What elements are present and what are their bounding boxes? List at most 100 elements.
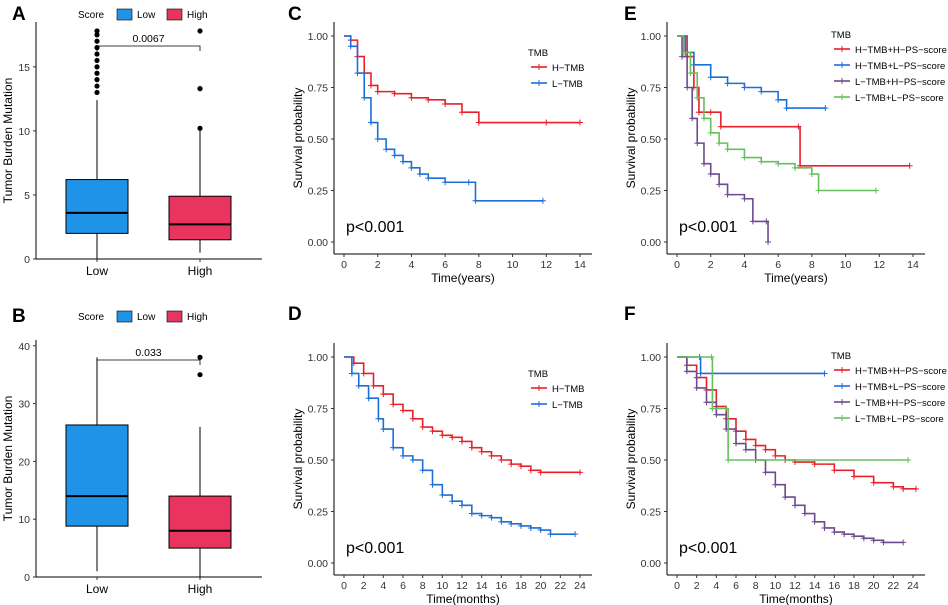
censor-mark xyxy=(749,218,756,225)
censor-mark xyxy=(716,181,723,188)
y-tick-label: 0.00 xyxy=(308,558,329,570)
censor-mark xyxy=(700,160,707,167)
y-tick-label: 1.00 xyxy=(641,352,662,364)
censor-mark xyxy=(741,195,748,202)
censor-mark xyxy=(717,123,724,130)
outlier-point xyxy=(94,64,100,70)
censor-mark xyxy=(408,94,415,101)
y-tick-label: 1.00 xyxy=(308,31,329,43)
censor-mark xyxy=(508,461,515,468)
x-tick-label: 16 xyxy=(828,580,840,592)
x-tick-label: 4 xyxy=(713,580,719,592)
censor-mark xyxy=(900,539,907,546)
censor-mark xyxy=(375,415,382,422)
y-axis-title: Survival probability xyxy=(624,88,638,189)
panel-label: D xyxy=(288,304,302,325)
series-green xyxy=(677,354,912,463)
legend-label: L−TMB+H−PS−score xyxy=(855,77,945,88)
y-tick-label: 40 xyxy=(18,341,30,353)
box-low xyxy=(65,357,129,572)
censor-mark xyxy=(400,452,406,459)
x-tick-label: 2 xyxy=(708,259,714,271)
x-tick-label: 16 xyxy=(495,580,507,592)
censor-mark xyxy=(449,434,456,441)
y-axis-title: Tumor Burden Mutation xyxy=(1,396,15,522)
y-tick-label: 0.25 xyxy=(641,507,662,519)
censor-mark xyxy=(508,520,515,527)
panel-label: C xyxy=(288,4,302,25)
censor-mark xyxy=(475,119,482,126)
censor-mark xyxy=(912,485,919,492)
censor-mark xyxy=(478,448,485,455)
panel-a: A Tumor Burden Mutation 0 5 10 15 Low High 0.006… xyxy=(1,4,262,278)
censor-mark xyxy=(700,115,707,122)
censor-mark xyxy=(572,531,579,538)
y-axis-title: Survival probability xyxy=(291,88,305,189)
legend-label-high: High xyxy=(187,312,208,323)
censor-mark xyxy=(419,467,426,474)
censor-mark xyxy=(442,179,449,186)
censor-mark xyxy=(409,457,416,463)
y-tick-label: 20 xyxy=(18,456,30,468)
censor-mark xyxy=(409,415,416,422)
legend-swatch-high xyxy=(166,310,183,323)
censor-mark xyxy=(707,74,714,81)
x-tick-label: 10 xyxy=(769,580,781,592)
x-tick-label: 2 xyxy=(375,259,381,271)
censor-mark xyxy=(808,171,815,178)
x-tick-label: 20 xyxy=(868,580,880,592)
censor-mark xyxy=(370,382,377,389)
y-tick-label: 30 xyxy=(18,399,30,411)
x-tick-label: Low xyxy=(86,582,108,596)
x-tick-label: 12 xyxy=(540,259,552,271)
censor-mark xyxy=(690,61,697,68)
censor-mark xyxy=(783,105,790,112)
x-tick-label: 0 xyxy=(341,580,347,592)
legend-label-low: Low xyxy=(137,10,156,21)
x-tick-label: 24 xyxy=(574,580,586,592)
censor-mark xyxy=(841,531,848,538)
y-axis-title: Survival probability xyxy=(624,409,638,510)
censor-mark xyxy=(498,457,505,463)
censor-mark xyxy=(537,527,544,534)
censor-mark xyxy=(851,533,857,540)
censor-mark xyxy=(724,80,731,87)
series-blue xyxy=(344,356,579,538)
censor-mark xyxy=(429,428,436,435)
censor-mark xyxy=(741,154,748,161)
y-axis-title: Survival probability xyxy=(291,409,305,510)
series-red xyxy=(344,356,583,476)
significance-bracket xyxy=(96,45,201,51)
x-tick-label: High xyxy=(188,264,213,278)
series-green xyxy=(677,35,879,194)
panel-label: A xyxy=(12,4,26,25)
censor-mark xyxy=(449,498,456,505)
censor-mark xyxy=(380,391,387,398)
x-tick-label: 12 xyxy=(456,580,468,592)
censor-mark xyxy=(870,479,877,486)
x-tick-label: 10 xyxy=(436,580,448,592)
outlier-point xyxy=(94,32,100,38)
x-axis-title: Time(months) xyxy=(759,592,833,605)
y-tick-label: 10 xyxy=(18,514,30,526)
censor-mark xyxy=(724,146,731,153)
censor-mark xyxy=(703,399,710,406)
outlier-point xyxy=(94,77,100,83)
censor-mark xyxy=(425,175,432,182)
censor-mark xyxy=(680,49,687,56)
legend-label: L−TMB+H−PS−score xyxy=(855,398,945,409)
x-tick-label: 8 xyxy=(476,259,482,271)
outlier-point xyxy=(197,372,203,378)
censor-mark xyxy=(498,518,505,525)
x-tick-label: 4 xyxy=(380,580,386,592)
x-tick-label: 0 xyxy=(674,580,680,592)
censor-mark xyxy=(459,502,465,509)
x-tick-label: 12 xyxy=(873,259,885,271)
censor-mark xyxy=(679,53,686,60)
censor-mark xyxy=(782,494,789,501)
censor-mark xyxy=(577,119,583,126)
censor-mark xyxy=(880,539,887,546)
x-tick-label: 14 xyxy=(809,580,821,592)
censor-mark xyxy=(684,84,691,91)
censor-mark xyxy=(707,129,714,136)
